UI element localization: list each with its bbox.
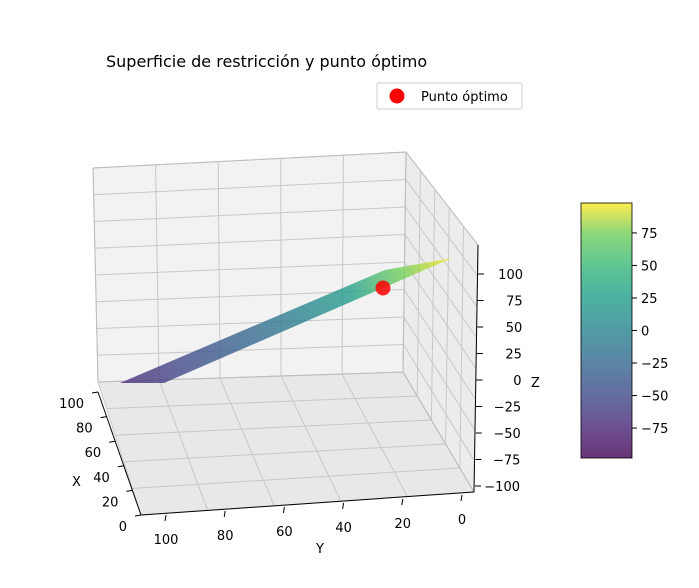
- grid-line: [405, 179, 478, 277]
- x-axis-line: [97, 391, 142, 516]
- side-pane: [403, 152, 478, 492]
- y-axis-ticks: 0 20 40 60 80 100: [154, 494, 466, 548]
- y-tick-label: 80: [217, 529, 234, 544]
- z-tick-label: 25: [505, 348, 522, 363]
- colorbar-tick-label: 0: [641, 325, 649, 340]
- grid-line: [403, 316, 476, 431]
- z-tick-label: −75: [493, 454, 520, 469]
- colorbar-tick-label: 50: [641, 259, 658, 274]
- z-axis-label: Z: [531, 376, 540, 391]
- grid-line: [158, 379, 209, 511]
- colorbar: −75 −50 −25 0 25 50 75: [580, 202, 668, 459]
- grid-line: [341, 373, 408, 497]
- pane-edges: [92, 151, 479, 493]
- colorbar-tick-label: −25: [641, 357, 668, 372]
- grid-line: [106, 395, 418, 410]
- grid-line: [403, 289, 476, 400]
- grid-line: [115, 419, 432, 436]
- z-axis-line: [473, 244, 479, 493]
- back-pane: [93, 152, 406, 382]
- optimal-point: [375, 280, 391, 296]
- y-tick-label: 100: [154, 533, 179, 548]
- y-tick-label: 20: [395, 517, 412, 532]
- chart-title: Superficie de restricción y punto óptimo: [106, 52, 427, 71]
- y-tick-mark: [164, 514, 167, 522]
- constraint-surface: [120, 258, 452, 383]
- z-axis-ticks: −100 −75 −50 −25 0 25 50 75 100: [475, 268, 523, 495]
- grid-line: [404, 206, 478, 308]
- legend-marker: [389, 88, 405, 104]
- y-tick-mark: [282, 506, 285, 514]
- floor-pane: [98, 372, 474, 515]
- y-axis-line: [140, 491, 475, 516]
- grid-line: [97, 381, 142, 516]
- grid-line: [95, 261, 405, 276]
- colorbar-gradient: [580, 202, 633, 459]
- legend-entry-optimal-point: Punto óptimo: [421, 90, 508, 105]
- grid-line: [404, 261, 477, 369]
- colorbar-ticks: −75 −50 −25 0 25 50 75: [632, 227, 668, 437]
- grid-line: [97, 344, 404, 356]
- z-tick-label: −50: [493, 427, 520, 442]
- x-axis-label: X: [72, 475, 81, 490]
- x-tick-label: 20: [102, 495, 119, 510]
- x-tick-label: 60: [85, 446, 102, 461]
- y-tick-mark: [223, 510, 226, 518]
- z-tick-label: −100: [484, 480, 520, 495]
- grid-line: [94, 234, 405, 249]
- y-tick-label: 60: [276, 525, 293, 540]
- x-tick-mark: [91, 391, 99, 394]
- z-tick-label: 100: [498, 268, 523, 283]
- x-axis-ticks: 020 40 60 80 100: [59, 391, 142, 535]
- colorbar-tick-label: −75: [641, 422, 668, 437]
- y-axis-label: Y: [315, 542, 324, 557]
- y-tick-mark: [401, 498, 404, 506]
- y-tick-mark: [342, 502, 345, 510]
- grid-line: [404, 234, 477, 338]
- z-tick-label: −25: [494, 401, 521, 416]
- grid-line: [94, 206, 406, 222]
- x-tick-label: 80: [76, 422, 93, 437]
- z-tick-label: 50: [506, 321, 523, 336]
- y-tick-mark: [460, 494, 463, 502]
- grid-line: [93, 179, 406, 196]
- grid-line: [132, 467, 460, 489]
- x-tick-mark: [100, 416, 107, 419]
- colorbar-tick-label: 75: [641, 227, 658, 242]
- x-tick-label: 100: [59, 397, 84, 412]
- colorbar-tick-label: 25: [641, 292, 658, 307]
- x-tick-mark: [117, 465, 124, 468]
- z-tick-label: 0: [513, 374, 521, 389]
- colorbar-tick-label: −50: [641, 390, 668, 405]
- x-tick-label: 0: [119, 520, 127, 535]
- y-tick-label: 0: [458, 513, 466, 528]
- grid-line: [280, 375, 342, 502]
- grid-line: [402, 344, 475, 462]
- grid-line: [123, 443, 446, 463]
- x-tick-label: 40: [93, 471, 110, 486]
- grid-line: [219, 377, 275, 506]
- y-tick-label: 40: [335, 521, 352, 536]
- axis-lines: [97, 244, 479, 516]
- x-tick-mark: [134, 514, 142, 517]
- legend-box: [376, 82, 523, 110]
- x-tick-mark: [126, 489, 133, 492]
- x-tick-mark: [109, 440, 116, 443]
- legend: Punto óptimo: [376, 82, 523, 110]
- z-tick-label: 75: [506, 295, 523, 310]
- grid-line: [96, 316, 404, 329]
